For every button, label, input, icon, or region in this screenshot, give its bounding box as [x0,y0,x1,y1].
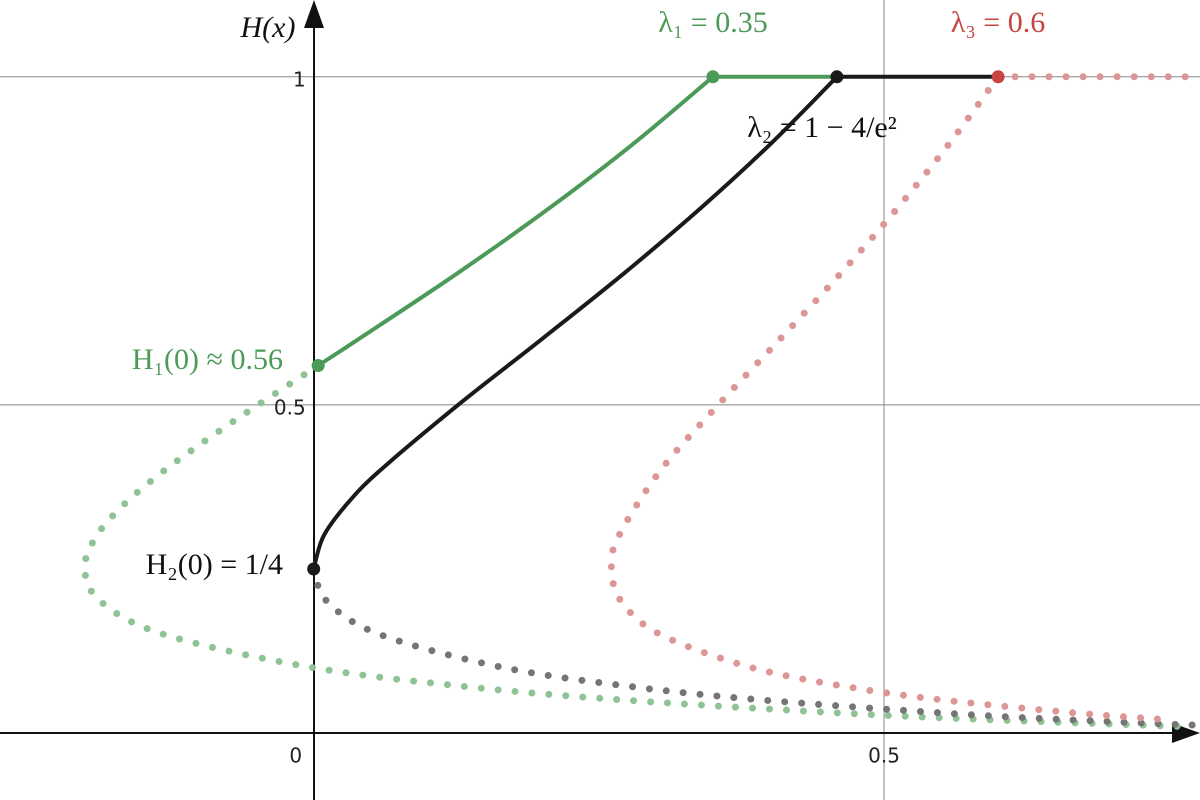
x-tick-label: 0 [289,744,302,768]
point [991,70,1005,84]
annotation: λ₃ = 0.6 [951,6,1045,39]
point [830,70,844,84]
curves [81,70,1200,730]
annotation: H₂(0) = 1/4 [146,548,283,581]
curve [316,74,715,368]
point [706,70,720,84]
dotted-curve [310,565,1200,729]
x-tick-label: 0.5 [868,744,900,768]
point [311,359,325,373]
annotation: H₁(0) ≈ 0.56 [132,343,283,376]
dotted-curve [607,73,1175,724]
y-tick-label: 0.5 [274,395,306,419]
y-axis-label: H(x) [240,11,296,44]
curve [311,74,839,571]
point [307,562,321,576]
annotation: λ₁ = 0.35 [658,6,767,39]
annotation: λ₂ = 1 − 4/e² [747,111,897,144]
dotted-curve [81,362,1187,730]
y-axis-arrow [304,0,324,28]
y-tick-label: 1 [293,67,306,91]
